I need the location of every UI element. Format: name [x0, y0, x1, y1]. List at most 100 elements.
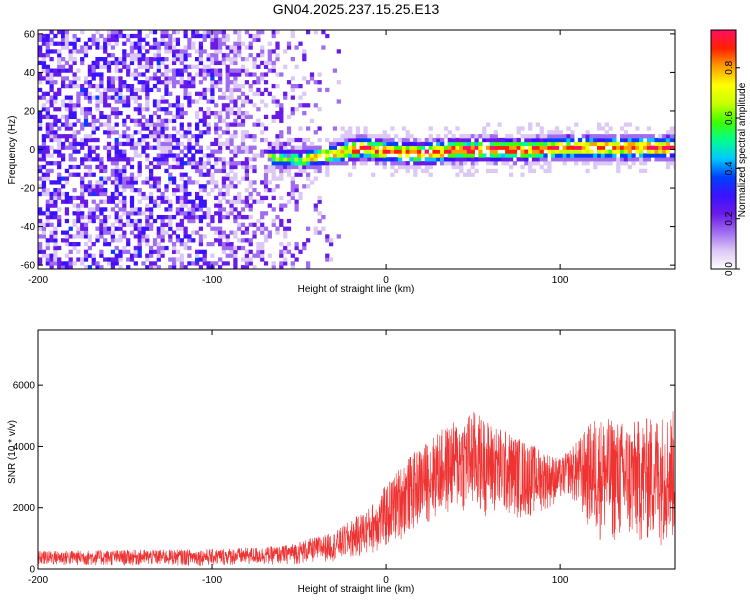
spectrogram-cell	[309, 72, 315, 77]
spectrogram-cell	[61, 184, 66, 189]
spectrogram-cell	[145, 215, 150, 220]
spectrogram-cell	[233, 53, 238, 58]
spectrogram-cell	[87, 137, 93, 143]
spectrogram-cell	[149, 168, 154, 174]
spectrogram-cell	[286, 126, 292, 131]
spectrogram-cell	[99, 161, 104, 166]
spectrogram-cell	[152, 134, 158, 139]
spectrogram-cell	[597, 141, 602, 147]
spectrogram-cell	[455, 141, 460, 147]
spectrogram-cell	[172, 60, 177, 66]
spectrogram-cell	[221, 60, 227, 66]
spectrogram-cell	[558, 153, 563, 158]
spectrogram-cell	[172, 249, 177, 254]
spectrogram-cell	[497, 153, 502, 158]
spectrogram-cell	[91, 191, 96, 197]
spectrogram-cell	[271, 153, 276, 158]
spectrogram-cell	[420, 141, 426, 147]
spectrogram-cell	[87, 111, 93, 116]
spectrogram-cell	[164, 134, 169, 139]
spectrogram-cell	[49, 253, 54, 258]
spectrogram-cell	[654, 141, 659, 147]
spectrogram-cell	[283, 245, 288, 251]
spectrogram-cell	[172, 242, 177, 247]
spectrogram-cell	[53, 211, 58, 216]
spectrogram-cell	[470, 164, 475, 170]
spectrogram-cell	[129, 188, 135, 193]
spectrogram-cell	[528, 134, 533, 139]
spectrogram-cell	[41, 134, 47, 139]
spectrogram-cell	[183, 211, 188, 216]
spectrogram-cell	[114, 122, 119, 127]
spectrogram-cell	[175, 234, 181, 239]
spectrogram-cell	[175, 145, 181, 150]
spectrogram-cell	[103, 191, 108, 197]
spectrogram-cell	[183, 172, 188, 177]
spectrogram-cell	[260, 76, 265, 81]
spectrogram-cell	[122, 103, 127, 108]
spectrogram-cell	[509, 145, 514, 150]
spectrogram-cell	[470, 172, 475, 177]
spectrogram-cell	[179, 242, 184, 247]
spectrogram-cell	[463, 145, 468, 150]
spectrogram-cell	[665, 137, 671, 143]
spectrogram-cell	[225, 261, 230, 266]
spectrogram-cell	[175, 157, 181, 162]
spectrogram-cell	[72, 57, 77, 62]
spectrogram-cell	[141, 261, 146, 266]
spectrogram-cell	[585, 145, 590, 150]
spectrogram-cell	[290, 84, 295, 89]
spectrogram-cell	[87, 218, 93, 224]
spectrogram-cell	[195, 215, 200, 220]
spectrogram-cell	[263, 87, 269, 93]
spectrogram-cell	[302, 149, 307, 154]
spectrogram-cell	[137, 199, 142, 204]
spectrogram-cell	[183, 53, 188, 58]
spectrogram-cell	[110, 180, 116, 185]
spectrogram-cell	[363, 161, 368, 166]
spectrogram-cell	[61, 41, 66, 46]
spectrogram-cell	[160, 253, 165, 258]
spectrogram-cell	[562, 137, 567, 143]
spectrogram-cell	[149, 161, 154, 166]
spectrogram-cell	[252, 145, 257, 150]
spectrogram-cell	[283, 149, 288, 154]
spectrogram-cell	[145, 153, 150, 158]
spectrogram-cell	[290, 153, 295, 158]
spectrogram-cell	[61, 238, 66, 243]
spectrogram-cell	[244, 203, 250, 208]
spectrogram-cell	[336, 137, 341, 143]
spectrogram-cell	[229, 230, 234, 235]
spectrogram-cell	[229, 211, 234, 216]
spectrogram-cell	[543, 141, 548, 147]
spectrogram-cell	[286, 80, 292, 85]
spectrogram-cell	[620, 134, 625, 139]
spectrogram-cell	[195, 72, 200, 77]
spectrogram-cell	[53, 80, 58, 85]
spectrogram-cell	[229, 137, 234, 143]
spectrogram-cell	[313, 30, 318, 35]
spectrogram-cell	[440, 161, 445, 166]
spectrogram-cell	[195, 114, 200, 120]
spectrogram-cell	[57, 161, 62, 166]
spectrogram-cell	[141, 37, 146, 42]
spectrogram-cell	[114, 41, 119, 46]
spectrogram-cell	[122, 245, 127, 251]
spectrogram-cell	[95, 84, 100, 89]
spectrogram-cell	[294, 184, 299, 189]
spectrogram-cell	[306, 80, 311, 85]
spectrogram-cell	[229, 245, 234, 251]
spectrogram-cell	[38, 45, 43, 50]
spectrogram-cell	[87, 99, 93, 104]
spectrogram-cell	[221, 95, 227, 100]
spectrogram-cell	[179, 164, 184, 170]
spectrogram-cell	[72, 164, 77, 170]
spectrogram-cell	[233, 72, 238, 77]
spectrogram-cell	[623, 134, 629, 139]
spectrogram-cell	[53, 122, 58, 127]
spectrogram-cell	[41, 176, 47, 181]
spectrogram-cell	[179, 157, 184, 162]
spectrogram-cell	[114, 137, 119, 143]
spectrogram-cell	[332, 68, 338, 73]
spectrogram-cell	[198, 80, 204, 85]
